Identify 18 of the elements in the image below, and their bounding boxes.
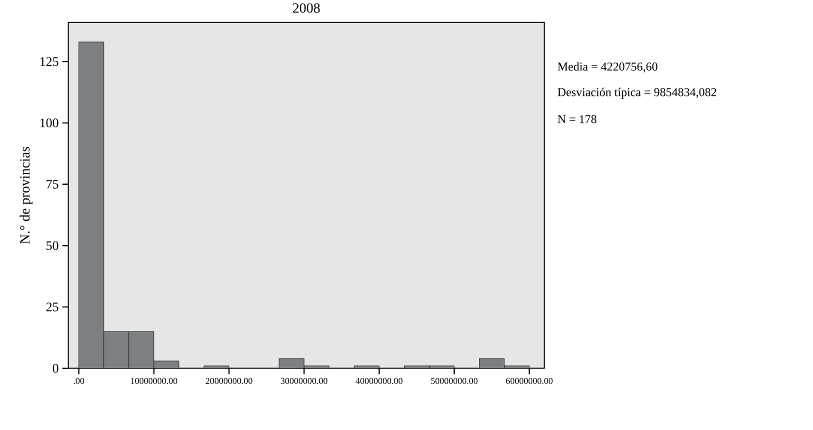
x-tick-label: 60000000.00 (506, 378, 553, 384)
chart-title: 2008 (292, 4, 320, 13)
y-tick-label: 75 (46, 180, 58, 189)
y-tick-label: 50 (46, 241, 58, 250)
text: Desviación típica = 9854834,082 (558, 88, 716, 99)
x-tick-label: .00 (74, 378, 84, 384)
y-tick-label: 100 (40, 118, 58, 128)
text: N = 178 (558, 115, 596, 124)
x-tick-label: 50000000.00 (431, 378, 478, 384)
y-tick-label: 0 (52, 364, 58, 373)
text: Media = 4220756,60 (558, 62, 658, 73)
x-tick-label: 10000000.00 (131, 378, 178, 384)
x-tick-label: 20000000.00 (206, 378, 252, 384)
x-tick-label: 40000000.00 (356, 378, 402, 384)
y-axis-title: N.° de provincias (20, 147, 32, 244)
x-tick-label: 30000000.00 (280, 378, 328, 384)
y-tick-label: 125 (40, 57, 58, 66)
y-tick-label: 25 (46, 302, 58, 312)
